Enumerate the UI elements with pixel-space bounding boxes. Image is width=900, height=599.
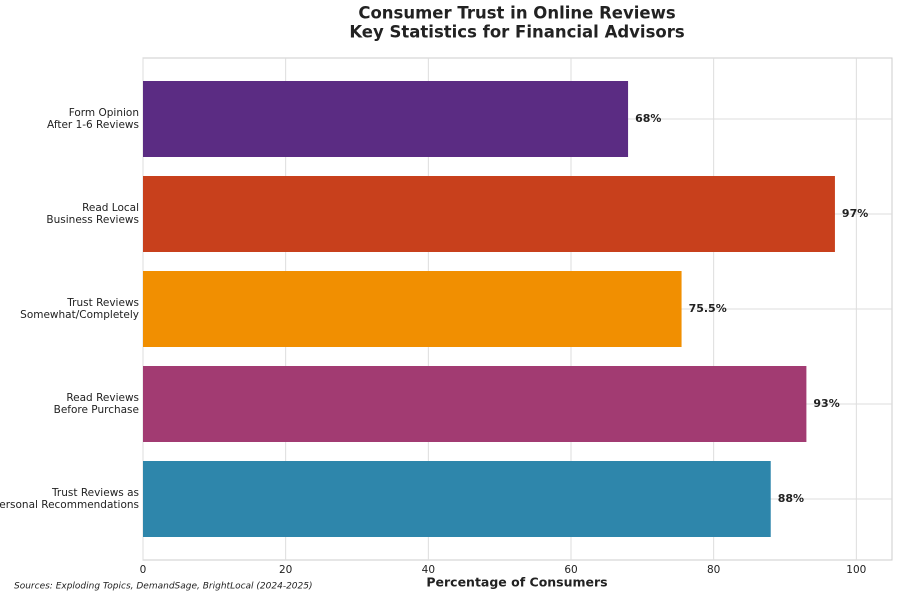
x-tick-label: 100 [846, 564, 866, 576]
x-tick-label: 60 [564, 564, 577, 576]
chart-title: Consumer Trust in Online Reviews [358, 4, 675, 23]
x-tick-label: 80 [707, 564, 720, 576]
x-tick-label: 40 [422, 564, 435, 576]
value-label: 68% [635, 112, 661, 125]
x-tick-label: 20 [279, 564, 292, 576]
value-label: 75.5% [689, 302, 727, 315]
bar [143, 81, 629, 157]
bar [143, 271, 682, 347]
y-tick-label: Form Opinion After 1-6 Reviews [47, 107, 139, 131]
x-axis-label: Percentage of Consumers [426, 575, 607, 590]
y-tick-label: Read Reviews Before Purchase [53, 392, 139, 416]
bar [143, 366, 807, 442]
value-label: 88% [778, 492, 804, 505]
source-note: Sources: Exploding Topics, DemandSage, B… [14, 582, 313, 592]
value-label: 93% [813, 397, 839, 410]
x-tick-label: 0 [140, 564, 147, 576]
bar [143, 461, 771, 537]
y-tick-label: Trust Reviews Somewhat/Completely [20, 297, 139, 321]
value-label: 97% [842, 207, 868, 220]
y-tick-label: Read Local Business Reviews [46, 202, 139, 226]
chart-subtitle: Key Statistics for Financial Advisors [349, 23, 685, 42]
bar [143, 176, 835, 252]
y-tick-label: Trust Reviews as Personal Recommendation… [0, 487, 139, 511]
